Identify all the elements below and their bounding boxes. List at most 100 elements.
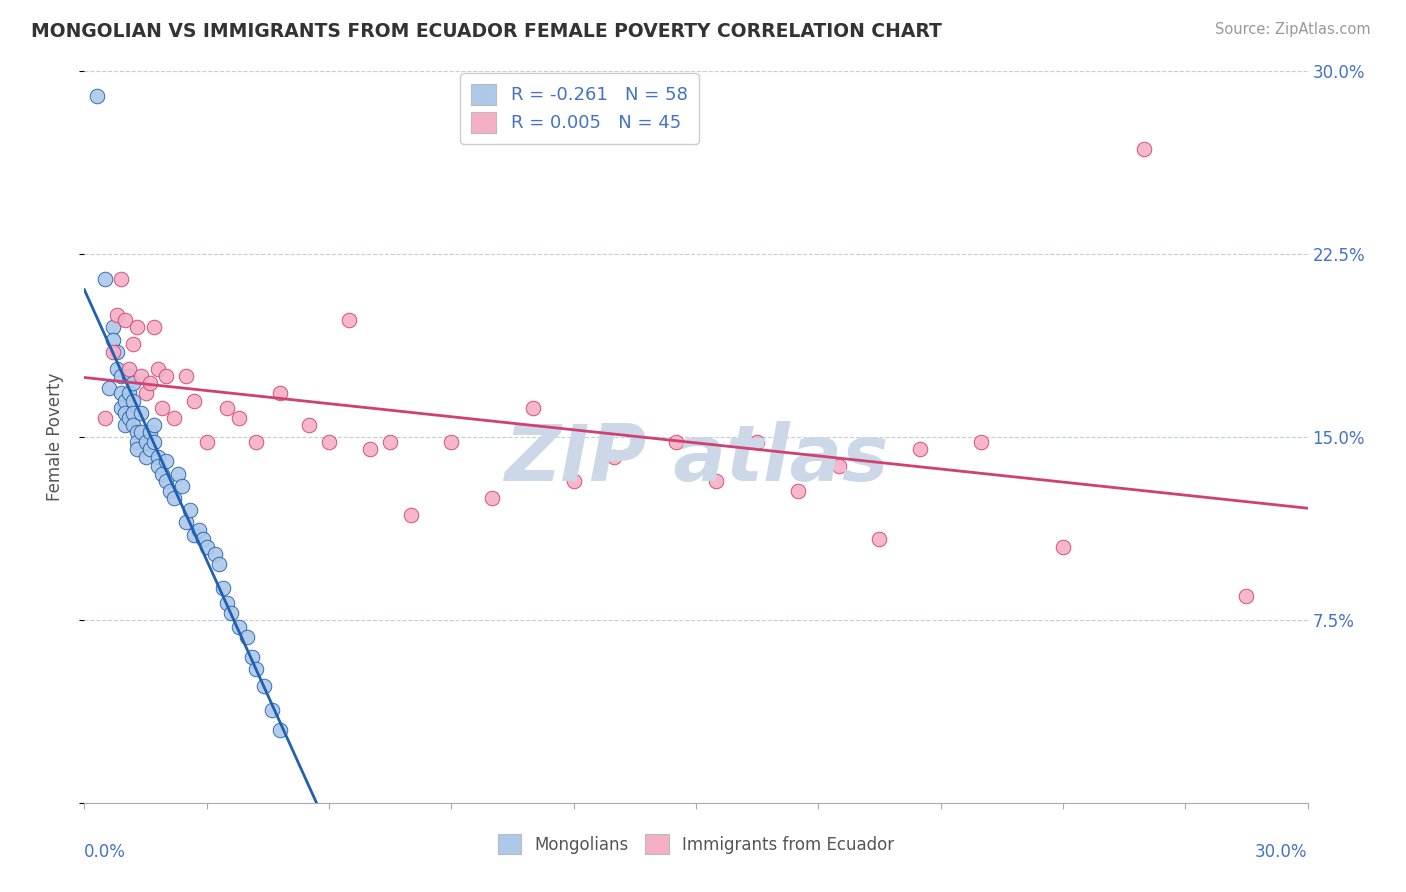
Point	[253, 679, 276, 693]
Point	[522, 401, 544, 415]
Point	[787, 483, 810, 498]
Point	[93, 410, 115, 425]
Point	[122, 376, 145, 391]
Point	[127, 434, 149, 449]
Point	[359, 442, 381, 457]
Point	[174, 516, 197, 530]
Point	[105, 361, 128, 376]
Point	[118, 410, 141, 425]
Point	[869, 533, 891, 547]
Point	[219, 606, 242, 620]
Point	[142, 320, 165, 334]
Point	[187, 523, 209, 537]
Point	[138, 376, 160, 391]
Point	[1133, 142, 1156, 156]
Point	[146, 450, 169, 464]
Legend: Mongolians, Immigrants from Ecuador: Mongolians, Immigrants from Ecuador	[491, 828, 901, 860]
Point	[118, 369, 141, 384]
Point	[101, 344, 124, 359]
Point	[93, 271, 115, 285]
Point	[245, 662, 267, 676]
Text: 30.0%: 30.0%	[1256, 843, 1308, 861]
Point	[122, 393, 145, 408]
Point	[146, 361, 169, 376]
Point	[217, 401, 239, 415]
Point	[1052, 540, 1074, 554]
Point	[236, 630, 259, 644]
Point	[603, 450, 626, 464]
Point	[110, 401, 132, 415]
Point	[131, 406, 153, 420]
Point	[167, 467, 190, 481]
Point	[135, 450, 157, 464]
Point	[101, 333, 124, 347]
Point	[127, 320, 149, 334]
Point	[665, 434, 688, 449]
Point	[183, 393, 205, 408]
Point	[208, 557, 231, 571]
Point	[339, 313, 361, 327]
Point	[142, 434, 165, 449]
Point	[118, 386, 141, 401]
Point	[828, 459, 851, 474]
Point	[131, 425, 153, 440]
Point	[269, 386, 291, 401]
Point	[399, 508, 422, 522]
Point	[118, 361, 141, 376]
Point	[105, 344, 128, 359]
Point	[240, 649, 263, 664]
Point	[269, 723, 291, 737]
Point	[138, 442, 160, 457]
Point	[245, 434, 267, 449]
Point	[195, 434, 218, 449]
Point	[481, 491, 503, 505]
Point	[110, 386, 132, 401]
Point	[105, 308, 128, 322]
Text: Source: ZipAtlas.com: Source: ZipAtlas.com	[1215, 22, 1371, 37]
Point	[163, 410, 186, 425]
Point	[142, 417, 165, 432]
Point	[110, 369, 132, 384]
Point	[122, 337, 145, 351]
Point	[910, 442, 932, 457]
Point	[380, 434, 402, 449]
Point	[101, 320, 124, 334]
Point	[228, 410, 250, 425]
Point	[114, 417, 136, 432]
Point	[155, 454, 177, 468]
Point	[562, 474, 585, 488]
Y-axis label: Female Poverty: Female Poverty	[45, 373, 63, 501]
Point	[86, 88, 108, 103]
Point	[114, 393, 136, 408]
Point	[114, 313, 136, 327]
Point	[155, 369, 177, 384]
Point	[163, 491, 186, 505]
Point	[260, 703, 283, 717]
Point	[127, 425, 149, 440]
Point	[212, 581, 235, 595]
Point	[204, 547, 226, 561]
Point	[146, 459, 169, 474]
Point	[122, 417, 145, 432]
Point	[150, 467, 173, 481]
Point	[174, 369, 197, 384]
Point	[440, 434, 463, 449]
Point	[135, 434, 157, 449]
Point	[135, 386, 157, 401]
Point	[228, 620, 250, 634]
Point	[131, 369, 153, 384]
Point	[970, 434, 993, 449]
Point	[114, 406, 136, 420]
Point	[110, 271, 132, 285]
Point	[179, 503, 201, 517]
Point	[191, 533, 214, 547]
Point	[1236, 589, 1258, 603]
Text: MONGOLIAN VS IMMIGRANTS FROM ECUADOR FEMALE POVERTY CORRELATION CHART: MONGOLIAN VS IMMIGRANTS FROM ECUADOR FEM…	[31, 22, 942, 41]
Point	[150, 401, 173, 415]
Point	[318, 434, 340, 449]
Point	[122, 406, 145, 420]
Point	[138, 425, 160, 440]
Point	[155, 474, 177, 488]
Point	[159, 483, 181, 498]
Point	[217, 596, 239, 610]
